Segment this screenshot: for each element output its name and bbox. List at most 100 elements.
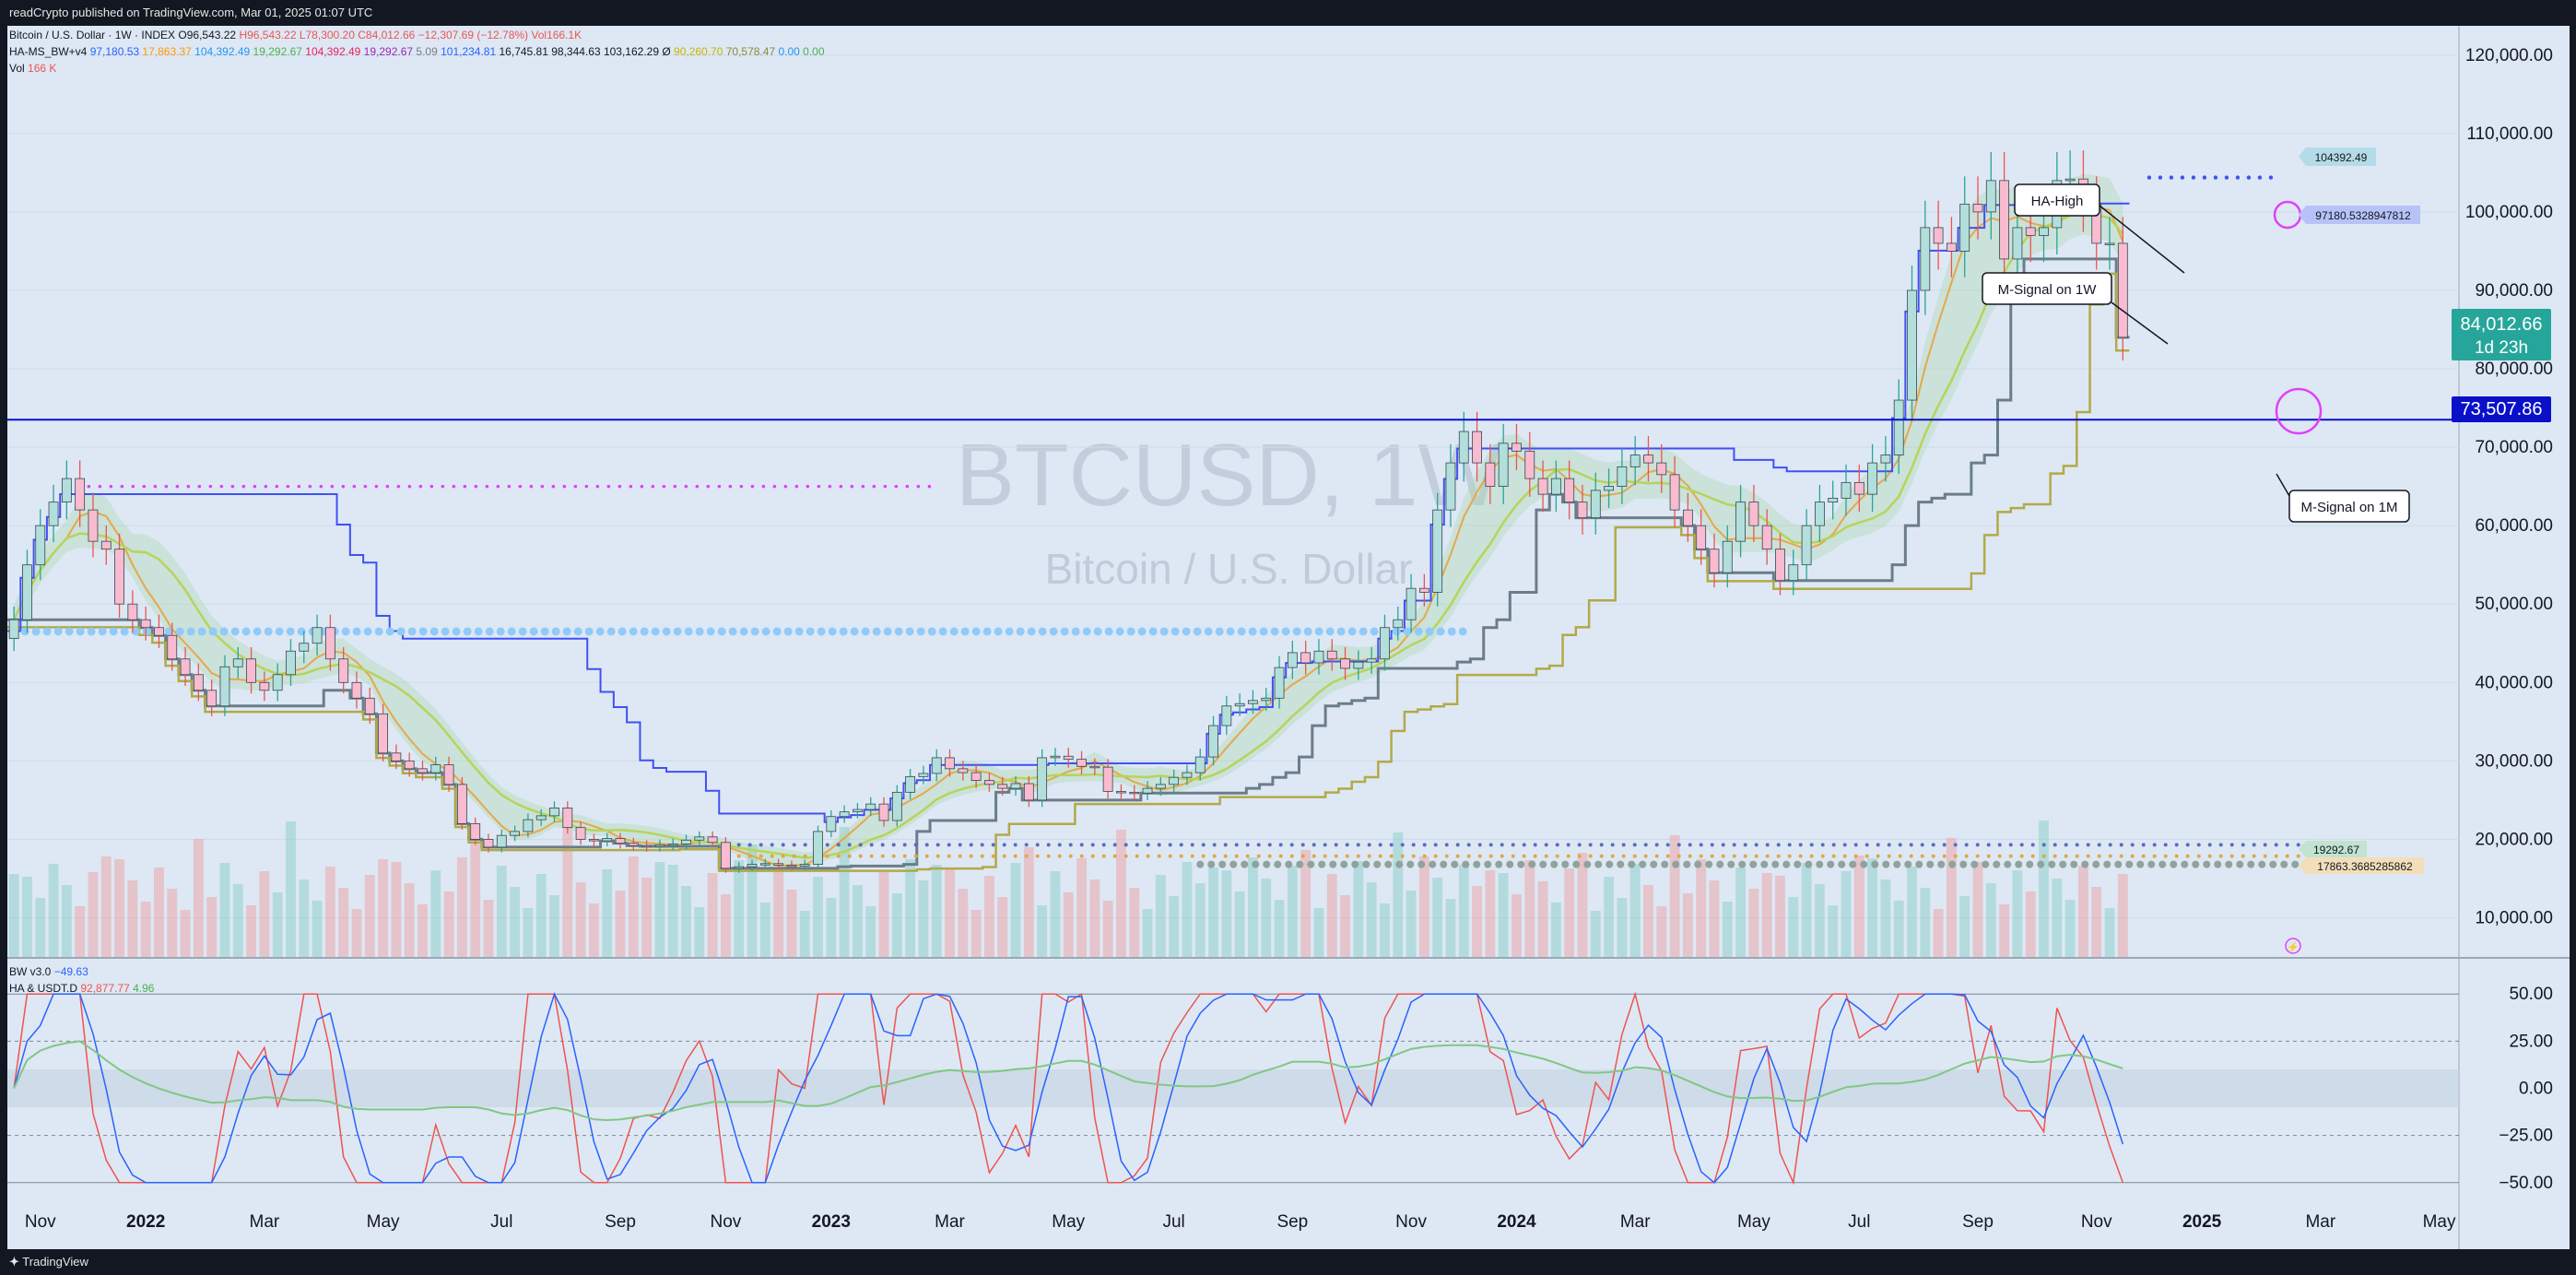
candle-body[interactable] xyxy=(865,803,876,810)
candle-body[interactable] xyxy=(654,844,665,847)
candle-body[interactable] xyxy=(588,839,599,842)
chart-frame[interactable]: BTCUSD, 1W Bitcoin / U.S. Dollar 50.00 25… xyxy=(7,26,2570,1249)
osc-fast-line[interactable] xyxy=(13,991,2124,1186)
candle-body[interactable] xyxy=(35,525,46,566)
candle-body[interactable] xyxy=(1063,755,1074,761)
candle-body[interactable] xyxy=(364,697,375,714)
candle-body[interactable] xyxy=(1709,549,1720,573)
candle-body[interactable] xyxy=(1629,455,1641,467)
candle-body[interactable] xyxy=(2117,242,2128,338)
candle-body[interactable] xyxy=(8,619,19,640)
candle-body[interactable] xyxy=(1076,759,1087,767)
candle-body[interactable] xyxy=(1907,289,1917,401)
candle-body[interactable] xyxy=(232,658,243,667)
candle-body[interactable] xyxy=(1485,462,1496,488)
candle-body[interactable] xyxy=(510,831,520,836)
candle-body[interactable] xyxy=(1788,564,1799,582)
candle-body[interactable] xyxy=(1643,455,1653,464)
candle-body[interactable] xyxy=(1604,486,1614,491)
candle-body[interactable] xyxy=(1550,478,1561,495)
candle-body[interactable] xyxy=(813,831,823,866)
candle-body[interactable] xyxy=(1194,756,1206,773)
candle-body[interactable] xyxy=(1867,462,1878,495)
candle-body[interactable] xyxy=(1300,652,1312,664)
osc-trend-line[interactable] xyxy=(13,1040,2123,1122)
candle-body[interactable] xyxy=(154,627,164,636)
candle-body[interactable] xyxy=(931,757,942,774)
candle-body[interactable] xyxy=(945,757,955,770)
candle-body[interactable] xyxy=(1590,490,1601,519)
candle-body[interactable] xyxy=(958,768,969,773)
candle-body[interactable] xyxy=(1893,399,1904,455)
candle-body[interactable] xyxy=(681,839,691,844)
candle-body[interactable] xyxy=(286,650,296,676)
candle-body[interactable] xyxy=(496,834,507,848)
annotation-ha-high[interactable]: HA-High xyxy=(2014,183,2185,274)
candle-body[interactable] xyxy=(312,627,323,644)
candle-body[interactable] xyxy=(1748,502,1759,526)
candle-body[interactable] xyxy=(1947,242,1957,252)
candle-body[interactable] xyxy=(1577,502,1588,519)
candle-body[interactable] xyxy=(2012,227,2023,260)
candle-body[interactable] xyxy=(523,819,534,832)
candle-body[interactable] xyxy=(1102,766,1113,792)
candle-body[interactable] xyxy=(1814,502,1825,526)
candle-body[interactable] xyxy=(1182,772,1193,778)
candle-body[interactable] xyxy=(61,478,72,503)
candle-body[interactable] xyxy=(707,836,718,844)
candle-body[interactable] xyxy=(878,803,889,821)
candle-body[interactable] xyxy=(140,619,151,629)
candle-body[interactable] xyxy=(1023,783,1034,801)
chart-canvas[interactable]: BTCUSD, 1W Bitcoin / U.S. Dollar 50.00 25… xyxy=(7,26,2570,1249)
candle-body[interactable] xyxy=(180,658,191,676)
candle-body[interactable] xyxy=(1313,650,1324,664)
candle-body[interactable] xyxy=(602,838,613,842)
candle-body[interactable] xyxy=(997,784,1008,789)
candle-body[interactable] xyxy=(984,780,994,785)
candle-body[interactable] xyxy=(391,752,402,761)
candle-body[interactable] xyxy=(853,809,863,813)
candle-body[interactable] xyxy=(193,674,204,691)
ma-slow-line[interactable] xyxy=(13,209,2124,859)
candle-body[interactable] xyxy=(219,666,230,707)
candle-body[interactable] xyxy=(799,864,810,867)
candle-body[interactable] xyxy=(1853,481,1864,495)
candle-body[interactable] xyxy=(1248,700,1258,704)
candle-body[interactable] xyxy=(1498,443,1509,488)
candle-body[interactable] xyxy=(88,509,99,542)
candle-body[interactable] xyxy=(549,807,559,817)
candle-body[interactable] xyxy=(1564,478,1575,503)
candle-body[interactable] xyxy=(1458,431,1469,464)
candle-body[interactable] xyxy=(839,811,850,818)
candle-body[interactable] xyxy=(418,768,428,773)
candle-body[interactable] xyxy=(1972,203,1983,213)
candle-body[interactable] xyxy=(905,775,916,793)
candle-body[interactable] xyxy=(1933,227,1944,244)
candle-body[interactable] xyxy=(1841,481,1852,499)
candle-body[interactable] xyxy=(48,502,59,526)
candle-body[interactable] xyxy=(694,836,705,841)
candle-body[interactable] xyxy=(338,658,349,683)
candle-body[interactable] xyxy=(1142,787,1153,794)
candle-body[interactable] xyxy=(1326,650,1337,660)
candle-body[interactable] xyxy=(299,643,310,652)
step-line-blue[interactable] xyxy=(7,202,2130,823)
candle-body[interactable] xyxy=(773,863,784,866)
candle-body[interactable] xyxy=(1828,497,1839,503)
ha-legend[interactable]: HA & USDT.D 92,877.77 4.96 xyxy=(9,982,154,995)
candle-body[interactable] xyxy=(22,564,32,620)
candle-body[interactable] xyxy=(259,681,270,691)
candle-body[interactable] xyxy=(2104,242,2115,245)
candle-body[interactable] xyxy=(641,844,653,848)
candle-body[interactable] xyxy=(404,760,415,770)
candle-body[interactable] xyxy=(1920,227,1931,291)
candle-body[interactable] xyxy=(747,864,758,868)
tradingview-logo-icon[interactable]: ✦ xyxy=(9,1255,19,1269)
candle-body[interactable] xyxy=(1669,474,1680,511)
annotation-msignal-1m[interactable]: M-Signal on 1M xyxy=(2276,473,2410,523)
candle-body[interactable] xyxy=(1722,540,1733,573)
candle-body[interactable] xyxy=(206,690,218,707)
candle-body[interactable] xyxy=(1380,627,1390,660)
candle-body[interactable] xyxy=(1959,203,1970,252)
candle-body[interactable] xyxy=(324,627,335,660)
